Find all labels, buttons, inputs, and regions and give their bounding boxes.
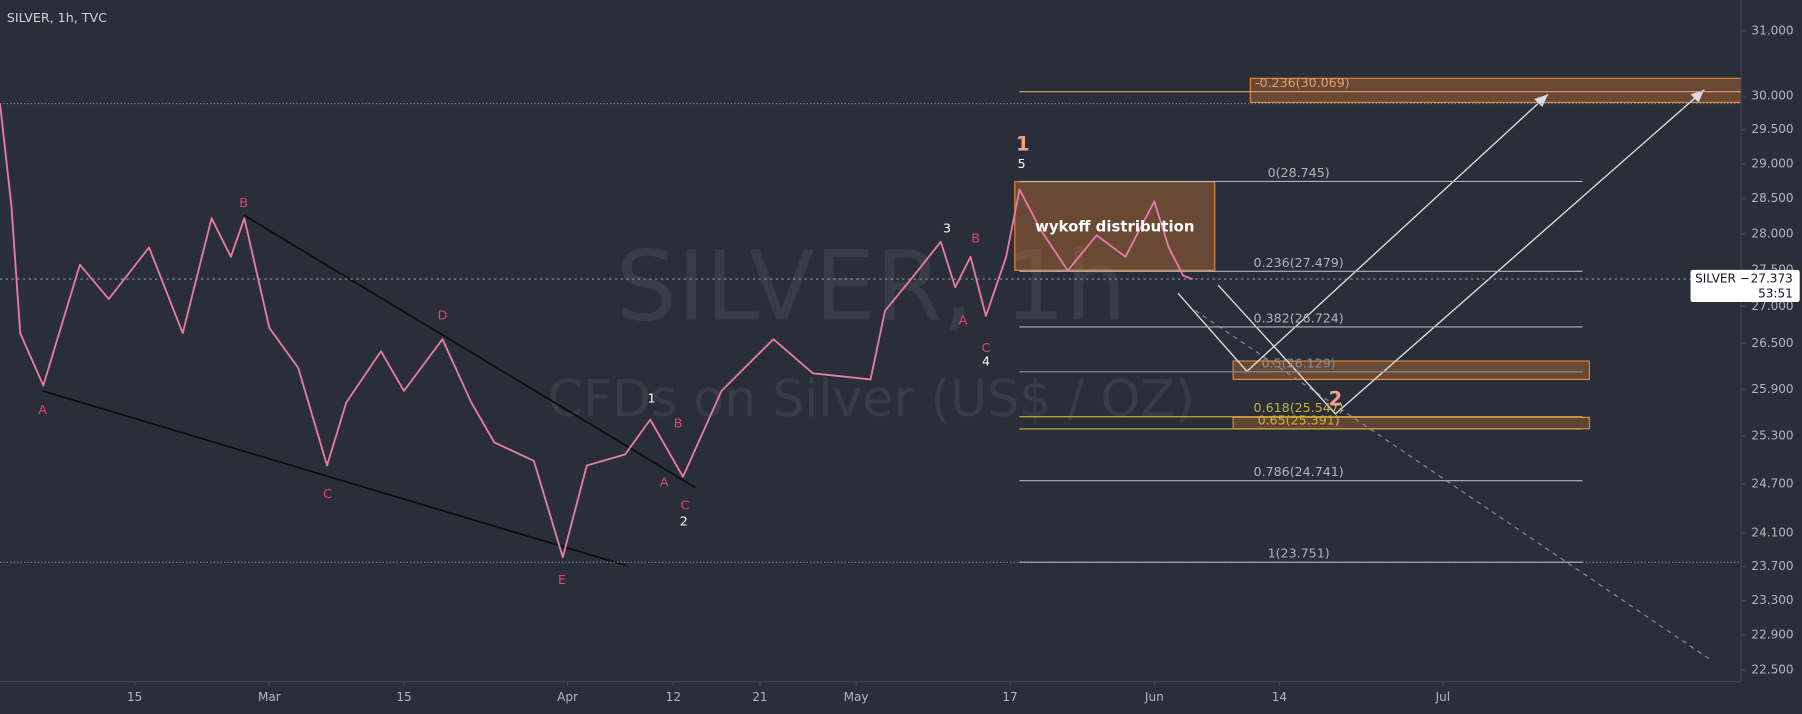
projection-line [1194, 309, 1713, 662]
wave-label: A [660, 474, 669, 489]
x-tick-label: Jun [1144, 690, 1164, 704]
fib-label: 0(28.745) [1268, 165, 1330, 180]
fib-label: 0.786(24.741) [1254, 464, 1344, 479]
x-tick-label: May [844, 690, 869, 704]
arrow-head [1690, 89, 1705, 103]
fib-label: 0.65(25.391) [1258, 412, 1340, 427]
wave-label: B [239, 195, 248, 210]
y-tick-label: 22.500 [1751, 663, 1793, 677]
wave-label: A [959, 312, 968, 327]
price-tag-countdown: 53:51 [1758, 286, 1793, 300]
x-tick-label: 15 [127, 690, 142, 704]
watermark-symbol: SILVER, 1h [616, 230, 1127, 343]
fib-label: 0.5(26.129) [1262, 355, 1336, 370]
wave-label: 5 [1018, 156, 1026, 171]
wave-label: 1 [648, 390, 656, 405]
y-tick-label: 25.900 [1751, 382, 1793, 396]
x-tick-label: 17 [1002, 690, 1017, 704]
wave-label: D [438, 308, 448, 323]
distribution-zone [1014, 181, 1216, 271]
y-tick-label: 25.300 [1751, 429, 1793, 443]
y-tick-label: 23.700 [1751, 559, 1793, 573]
axes-layer: 31.00030.00029.50029.00028.50028.00027.5… [127, 23, 1800, 704]
fib-label: 0.618(25.547) [1254, 400, 1344, 415]
wave-label: E [558, 572, 566, 587]
price-tag-symbol: SILVER − [1695, 272, 1750, 286]
fib-label: 0.236(27.479) [1254, 255, 1344, 270]
x-tick-label: Apr [557, 690, 578, 704]
wave-label: C [323, 486, 332, 501]
x-tick-label: 12 [666, 690, 681, 704]
fib-label: 0.382(26.724) [1254, 310, 1344, 325]
wave-label: A [38, 402, 47, 417]
fib-label: -0.236(30.069) [1255, 75, 1350, 90]
wave-label: B [674, 416, 683, 431]
wave-label: 4 [982, 354, 990, 369]
wave-label: C [982, 340, 991, 355]
chart-title: SILVER, 1h, TVC [7, 10, 107, 25]
wave-label: 2 [1329, 388, 1343, 411]
arrow-head [1534, 94, 1549, 108]
fib-label: 1(23.751) [1268, 546, 1330, 561]
x-tick-label: 15 [396, 690, 411, 704]
y-tick-label: 22.900 [1751, 627, 1793, 641]
wave-label: 2 [680, 513, 688, 528]
fib-zone [1232, 360, 1590, 380]
y-tick-label: 24.100 [1751, 526, 1793, 540]
x-tick-label: Jul [1435, 690, 1451, 704]
target-zone [1249, 77, 1742, 104]
y-tick-label: 23.300 [1751, 593, 1793, 607]
y-tick-label: 30.000 [1751, 89, 1793, 103]
trend-line [243, 214, 696, 489]
y-tick-label: 27.000 [1751, 299, 1793, 313]
x-tick-label: 21 [752, 690, 767, 704]
wave-label: 1 [1016, 132, 1030, 155]
y-tick-label: 24.700 [1751, 477, 1793, 491]
plot-layer: -0.236(30.069) 0(28.745) 0.236(27.479) 0.38… [0, 75, 1742, 587]
y-tick-label: 26.500 [1751, 336, 1793, 350]
y-tick-label: 28.500 [1751, 191, 1793, 205]
y-tick-label: 31.000 [1751, 23, 1793, 37]
trend-line [42, 390, 627, 567]
y-tick-label: 28.000 [1751, 226, 1793, 240]
price-tag-box [1690, 269, 1800, 303]
x-tick-label: Mar [258, 690, 281, 704]
y-tick-label: 29.000 [1751, 156, 1793, 170]
wave-label: 3 [943, 220, 951, 235]
price-line [0, 103, 1194, 559]
x-tick-label: 14 [1272, 690, 1287, 704]
y-tick-label: 29.500 [1751, 122, 1793, 136]
wave-label: C [681, 497, 690, 512]
wave-label: B [971, 231, 980, 246]
wave-label: wykoff distribution [1035, 218, 1194, 236]
price-tag-price: 27.373 [1751, 272, 1793, 286]
projection-arrow [1217, 89, 1705, 415]
y-axis-panel [1741, 0, 1802, 714]
